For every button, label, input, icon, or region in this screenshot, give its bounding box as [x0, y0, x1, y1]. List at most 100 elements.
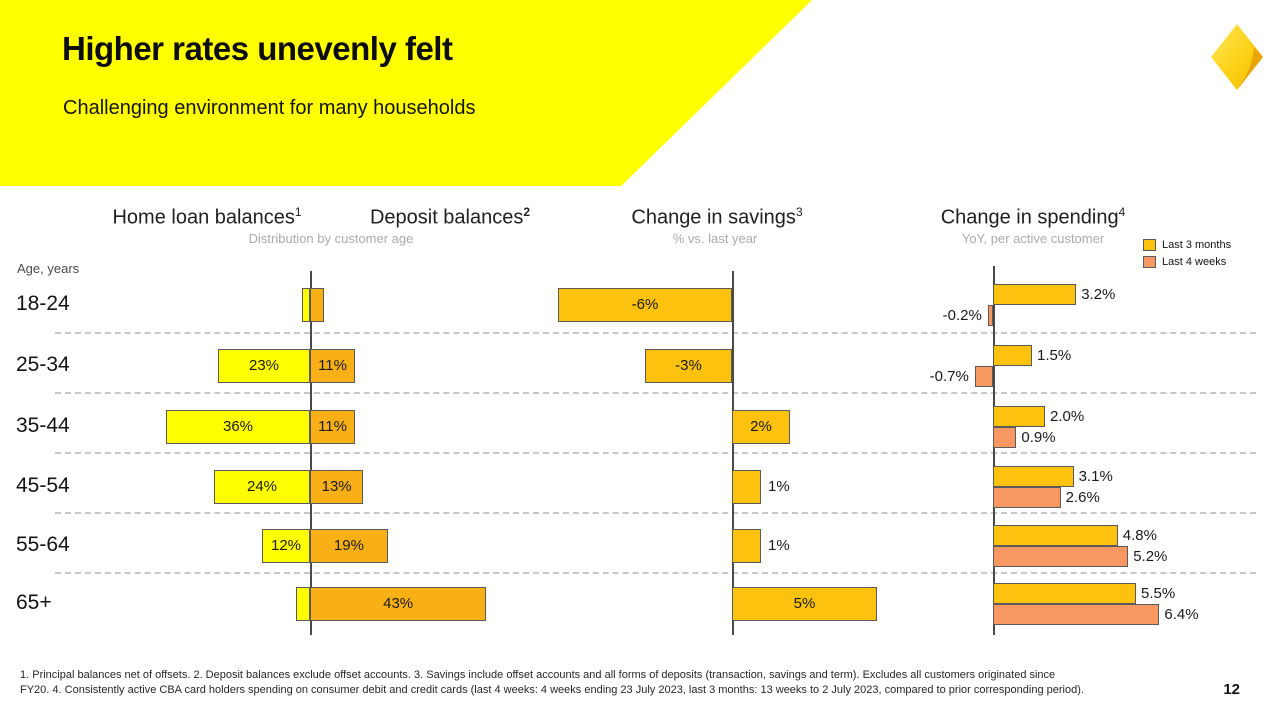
bar-deposit — [310, 288, 324, 322]
bar-label: 43% — [383, 595, 414, 612]
bar-spending-last-3-months — [993, 406, 1045, 427]
chart-title-savings: Change in savings3 — [631, 205, 802, 230]
age-label: 65+ — [16, 591, 52, 614]
bar-label: 11% — [318, 357, 347, 374]
chart-title-home-loan-text: Home loan balances — [112, 206, 295, 229]
age-label: 55-64 — [16, 533, 70, 556]
bar-label: 23% — [248, 357, 280, 374]
bar-label: 1.5% — [1037, 347, 1072, 364]
bar-label: 6.4% — [1164, 606, 1199, 623]
legend-item-last-4-weeks: Last 4 weeks — [1143, 255, 1231, 269]
footnote: 1. Principal balances net of offsets. 2.… — [20, 668, 1084, 698]
bar-homeloan — [262, 529, 310, 563]
bar-label: 2.0% — [1050, 408, 1085, 425]
age-label: 25-34 — [16, 353, 70, 376]
row-divider — [55, 572, 1256, 574]
bar-spending-last-4-weeks — [993, 487, 1061, 508]
footnote-ref-2: 2 — [523, 205, 531, 219]
bar-label: 3.2% — [1081, 286, 1116, 303]
axis-line — [732, 271, 734, 635]
age-label: 18-24 — [16, 292, 70, 315]
bar-label: 19% — [333, 537, 364, 554]
bar-label: 4.8% — [1122, 527, 1157, 544]
bar-label: 5.5% — [1141, 585, 1176, 602]
bar-homeloan — [296, 587, 310, 621]
bar-savings — [645, 349, 732, 383]
bar-label: 12% — [270, 537, 302, 554]
footnote-ref-1: 1 — [294, 205, 302, 219]
bar-label: -3% — [675, 357, 702, 374]
bar-homeloan — [218, 349, 310, 383]
axis-line — [993, 266, 995, 635]
bar-savings — [732, 470, 761, 504]
commbank-diamond-icon — [1211, 24, 1263, 90]
bar-savings — [558, 288, 732, 322]
chart-subtitle-distribution: Distribution by customer age — [248, 231, 414, 246]
chart-title-savings-text: Change in savings — [631, 206, 796, 229]
bar-label: 2% — [750, 418, 772, 435]
bar-spending-last-4-weeks — [993, 604, 1160, 625]
bar-deposit — [310, 410, 356, 444]
bar-spending-last-4-weeks — [987, 305, 993, 326]
legend-swatch-gold — [1143, 239, 1156, 251]
title-banner: Higher rates unevenly felt Challenging e… — [0, 0, 812, 186]
legend-item-last-3-months: Last 3 months — [1143, 238, 1231, 252]
bar-label: 13% — [321, 478, 352, 495]
bar-savings — [732, 410, 790, 444]
bar-spending-last-3-months — [993, 466, 1074, 487]
bar-homeloan — [214, 470, 310, 504]
bar-homeloan — [166, 410, 310, 444]
bar-savings — [732, 529, 761, 563]
bar-deposit — [310, 529, 388, 563]
bar-label: -0.7% — [929, 368, 969, 385]
bar-label: 24% — [246, 478, 278, 495]
bar-homeloan — [302, 288, 310, 322]
bar-label: -0.2% — [942, 307, 982, 324]
bar-spending-last-3-months — [993, 525, 1118, 546]
chart-subtitle-spending: YoY, per active customer — [961, 231, 1105, 246]
bar-label: 0.9% — [1021, 429, 1056, 446]
footnote-ref-3: 3 — [795, 205, 803, 219]
legend-label-last-3-months: Last 3 months — [1162, 239, 1232, 251]
axis-line — [310, 271, 312, 635]
bar-savings — [732, 587, 877, 621]
bar-label: 5.2% — [1133, 548, 1168, 565]
bar-label: 1% — [768, 478, 790, 495]
footnote-ref-4: 4 — [1118, 205, 1126, 219]
age-label: 45-54 — [16, 474, 70, 497]
age-axis-label: Age, years — [17, 261, 80, 276]
legend-label-last-4-weeks: Last 4 weeks — [1162, 256, 1227, 268]
row-divider — [55, 512, 1256, 514]
chart-subtitle-savings: % vs. last year — [672, 231, 758, 246]
legend-swatch-salmon — [1143, 256, 1156, 268]
chart-title-spending-text: Change in spending — [940, 206, 1119, 229]
bar-deposit — [310, 470, 364, 504]
bar-deposit — [310, 587, 487, 621]
bar-label: 2.6% — [1065, 489, 1100, 506]
bar-label: 11% — [318, 418, 347, 435]
row-divider — [55, 332, 1256, 334]
bar-label: 5% — [793, 595, 816, 612]
footnote-line-2: FY20. 4. Consistently active CBA card ho… — [20, 684, 1084, 696]
bar-label: 3.1% — [1078, 468, 1113, 485]
bar-spending-last-4-weeks — [993, 427, 1017, 448]
page-title: Higher rates unevenly felt — [62, 30, 453, 67]
bar-spending-last-4-weeks — [993, 546, 1129, 567]
chart-title-deposit-text: Deposit balances — [369, 206, 524, 229]
bar-deposit — [310, 349, 356, 383]
bar-spending-last-3-months — [993, 583, 1136, 604]
row-divider — [55, 392, 1256, 394]
page-number: 12 — [1223, 681, 1240, 698]
chart-title-spending: Change in spending4 — [941, 205, 1126, 230]
chart-title-deposit: Deposit balances2 — [370, 205, 530, 230]
bar-spending-last-4-weeks — [974, 366, 993, 387]
bar-spending-last-3-months — [993, 284, 1077, 305]
row-divider — [55, 452, 1256, 454]
bar-label: 1% — [768, 537, 790, 554]
bar-label: 36% — [222, 418, 254, 435]
bar-spending-last-3-months — [993, 345, 1032, 366]
page-subtitle: Challenging environment for many househo… — [63, 97, 476, 119]
age-label: 35-44 — [16, 414, 70, 437]
